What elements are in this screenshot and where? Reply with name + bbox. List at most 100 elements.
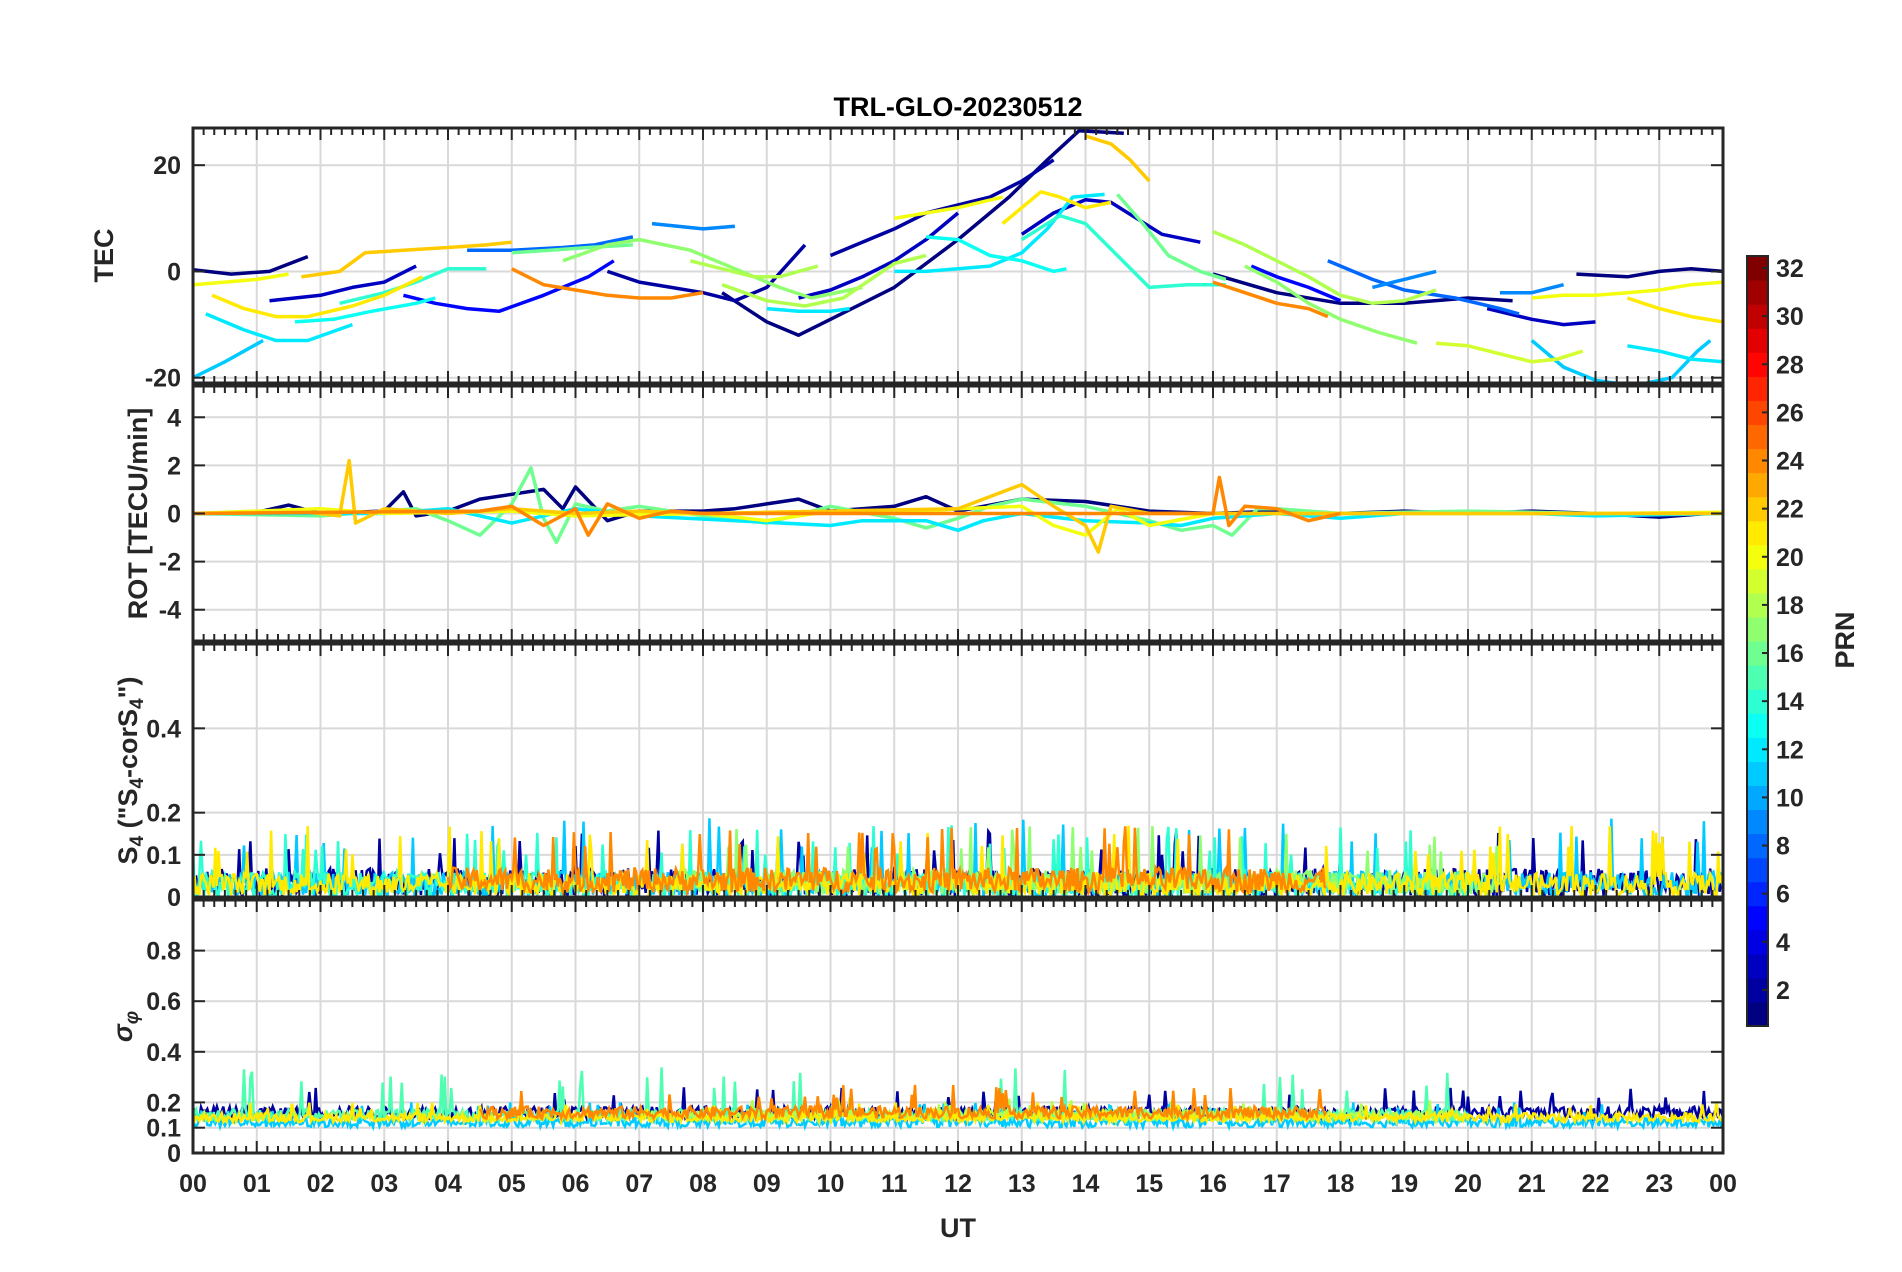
colorbar-segment: [1747, 592, 1768, 618]
x-tick-label: 01: [243, 1170, 271, 1198]
series-line-prn-18: [721, 253, 927, 308]
colorbar-segment: [1747, 737, 1768, 762]
x-tick-label: 05: [498, 1170, 526, 1198]
series-line-prn-2: [829, 158, 1055, 258]
colorbar-segment: [1747, 1001, 1768, 1027]
y-tick-label: 0: [167, 258, 181, 286]
x-tick-label: 22: [1582, 1170, 1610, 1198]
series-line-prn-20: [894, 195, 1004, 221]
series-line-prn-9: [651, 221, 736, 231]
y-tick-label: 0: [167, 884, 181, 912]
series-line-prn-11: [1530, 339, 1712, 383]
y-tick-label: 0.8: [146, 938, 181, 966]
colorbar-segment: [1747, 689, 1768, 714]
colorbar-tick-label: 18: [1776, 592, 1804, 620]
colorbar-segment: [1747, 544, 1768, 570]
series-line-prn-19: [1435, 341, 1584, 364]
colorbar-segment: [1747, 304, 1768, 329]
y-tick-label: 0.6: [146, 988, 181, 1016]
colorbar-segment: [1747, 881, 1768, 907]
series-line-prn-13: [925, 235, 1067, 274]
colorbar-segment: [1747, 761, 1768, 786]
colorbar-tick-label: 20: [1776, 544, 1804, 572]
panel-s4: 0 0.1 0.2 0.4S4 ("S4-corS4"): [113, 642, 1725, 912]
colorbar-segment: [1747, 929, 1768, 955]
x-tick-label: 02: [307, 1170, 335, 1198]
series-line-prn-13: [294, 296, 436, 324]
series-line-prn-21: [1001, 190, 1112, 225]
colorbar-segment: [1747, 352, 1768, 377]
series-line-prn-3: [1486, 306, 1596, 327]
series-line-prn-8: [1327, 259, 1520, 316]
colorbar-tick-label: 30: [1776, 303, 1804, 331]
colorbar-segment: [1747, 448, 1768, 474]
colorbar-segment: [1747, 256, 1768, 281]
y-axis-title: S4 ("S4-corS4"): [113, 677, 148, 865]
x-tick-label: 21: [1518, 1170, 1546, 1198]
y-tick-label: 0: [167, 501, 181, 529]
y-tick-label: -2: [159, 549, 181, 577]
y-axis-title: σφ: [108, 1011, 143, 1042]
x-tick-label: 08: [689, 1170, 717, 1198]
x-tick-label: 20: [1454, 1170, 1482, 1198]
series-group: [193, 128, 1723, 383]
colorbar-tick-label: 22: [1776, 496, 1804, 524]
x-tick-label: 15: [1135, 1170, 1163, 1198]
colorbar-segment: [1747, 905, 1768, 931]
y-tick-label: 0.2: [146, 800, 181, 828]
colorbar-segment: [1747, 809, 1768, 835]
x-tick-label: 09: [753, 1170, 781, 1198]
x-tick-label: 13: [1008, 1170, 1036, 1198]
series-noise-prn-24: [478, 1084, 1328, 1124]
y-axis-title: TEC: [89, 229, 119, 283]
colorbar-tick-label: 32: [1776, 255, 1804, 283]
y-tick-label: 2: [167, 452, 181, 480]
colorbar-segment: [1747, 376, 1768, 401]
colorbar-tick-label: 16: [1776, 640, 1804, 668]
colorbar-tick-label: 2: [1776, 977, 1790, 1005]
series-line-prn-2: [606, 243, 807, 303]
colorbar-segment: [1747, 280, 1768, 305]
colorbar-segment: [1747, 616, 1768, 642]
y-tick-label: 0.1: [146, 842, 181, 870]
series-line-prn-5: [402, 259, 615, 314]
colorbar-tick-label: 28: [1776, 351, 1804, 379]
series-line-prn-9: [1371, 269, 1437, 290]
x-tick-label: 06: [562, 1170, 590, 1198]
colorbar-segment: [1747, 785, 1768, 811]
colorbar-tick-label: 10: [1776, 784, 1804, 812]
x-tick-label: 00: [179, 1170, 207, 1198]
colorbar-title: PRN: [1830, 611, 1860, 668]
series-line-prn-17: [562, 237, 863, 300]
colorbar-segment: [1747, 400, 1768, 426]
series-line-prn-18: [689, 259, 819, 279]
colorbar-segment: [1747, 713, 1768, 738]
series-line-prn-16: [511, 243, 634, 255]
y-tick-label: -20: [145, 365, 181, 393]
y-tick-label: 0.1: [146, 1115, 181, 1143]
colorbar-segment: [1747, 641, 1768, 666]
series-line-prn-3: [269, 264, 417, 303]
chart-title: TRL-GLO-20230512: [833, 92, 1082, 122]
series-line-prn-1: [193, 254, 309, 276]
series-noise-prn-24: [446, 826, 1327, 897]
series-line-prn-20: [193, 272, 289, 287]
x-axis-title: UT: [940, 1213, 976, 1243]
series-line-prn-12: [205, 312, 353, 343]
y-tick-label: 0.4: [146, 715, 181, 743]
series-line-prn-21: [211, 275, 424, 319]
x-tick-label: 17: [1263, 1170, 1291, 1198]
x-tick-label: 00: [1709, 1170, 1737, 1198]
series-noise-prn-11: [193, 1101, 1723, 1132]
x-tick-label: 19: [1390, 1170, 1418, 1198]
series-noise-prn-21: [193, 1102, 1723, 1127]
series-line-prn-1: [1576, 267, 1723, 279]
y-tick-label: 4: [167, 404, 181, 432]
x-tick-label: 04: [434, 1170, 462, 1198]
colorbar-segment: [1747, 520, 1768, 546]
series-line-prn-22: [301, 240, 512, 279]
series-group: [193, 458, 1723, 554]
y-tick-label: 0: [167, 1140, 181, 1168]
